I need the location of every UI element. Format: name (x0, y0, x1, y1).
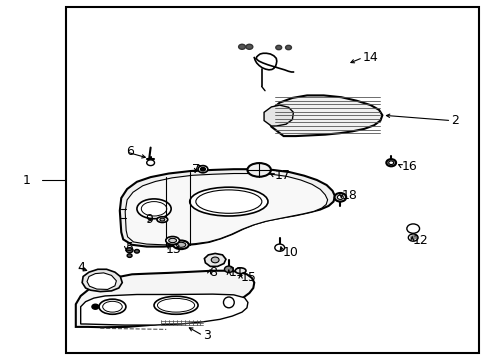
Circle shape (245, 44, 252, 49)
Ellipse shape (247, 163, 270, 177)
Text: 8: 8 (209, 266, 217, 279)
Circle shape (407, 234, 417, 241)
Text: 17: 17 (274, 169, 290, 182)
Text: 9: 9 (145, 213, 153, 226)
Text: 4: 4 (77, 261, 85, 274)
Circle shape (134, 249, 139, 253)
Circle shape (127, 254, 132, 257)
Text: 1: 1 (22, 174, 30, 186)
Text: 10: 10 (282, 246, 298, 259)
Ellipse shape (137, 199, 171, 219)
Ellipse shape (223, 297, 234, 308)
Text: 14: 14 (362, 51, 378, 64)
Circle shape (146, 160, 154, 166)
Text: 18: 18 (341, 189, 356, 202)
Text: 15: 15 (240, 271, 256, 284)
Polygon shape (264, 105, 293, 126)
Text: 3: 3 (203, 329, 210, 342)
Circle shape (238, 44, 245, 49)
Circle shape (285, 45, 291, 50)
Circle shape (274, 244, 284, 251)
Ellipse shape (189, 187, 267, 216)
Ellipse shape (102, 301, 122, 312)
Text: 2: 2 (450, 114, 458, 127)
Ellipse shape (235, 268, 245, 274)
Circle shape (200, 167, 205, 171)
Circle shape (388, 161, 393, 165)
Circle shape (334, 193, 346, 202)
Polygon shape (82, 269, 122, 292)
Circle shape (198, 166, 207, 173)
Ellipse shape (154, 296, 198, 314)
Ellipse shape (99, 299, 126, 314)
Polygon shape (76, 271, 254, 327)
Ellipse shape (195, 190, 262, 213)
Polygon shape (81, 294, 247, 325)
Ellipse shape (157, 217, 167, 222)
Circle shape (92, 304, 99, 309)
Circle shape (337, 195, 343, 199)
Polygon shape (125, 174, 327, 245)
Polygon shape (120, 169, 334, 247)
Ellipse shape (141, 202, 166, 216)
Ellipse shape (173, 240, 188, 249)
Circle shape (386, 159, 395, 166)
Ellipse shape (165, 237, 179, 244)
Text: 11: 11 (228, 266, 244, 279)
Text: 5: 5 (126, 241, 134, 254)
Bar (66, 7, 478, 353)
Polygon shape (267, 95, 382, 136)
Circle shape (224, 266, 233, 273)
Circle shape (410, 236, 415, 239)
Text: 12: 12 (411, 234, 427, 247)
Circle shape (275, 45, 281, 50)
Ellipse shape (168, 238, 176, 243)
Circle shape (406, 224, 419, 233)
Ellipse shape (176, 242, 185, 247)
Polygon shape (204, 253, 225, 266)
Circle shape (126, 248, 133, 253)
Text: 6: 6 (126, 145, 134, 158)
Text: 16: 16 (401, 160, 417, 173)
Text: 13: 13 (165, 243, 181, 256)
Polygon shape (87, 273, 116, 289)
Text: 7: 7 (192, 163, 200, 176)
Circle shape (211, 257, 219, 263)
Ellipse shape (157, 298, 194, 312)
Ellipse shape (160, 218, 164, 221)
